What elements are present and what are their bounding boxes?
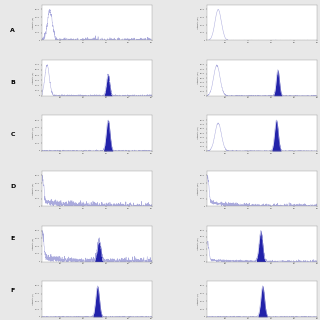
Y-axis label: Intensity (ai): Intensity (ai) [32,17,34,29]
Text: B: B [10,80,15,85]
Y-axis label: Intensity (ci): Intensity (ci) [32,127,34,139]
Y-axis label: Intensity (eii): Intensity (eii) [197,237,199,250]
Y-axis label: Intensity (fi): Intensity (fi) [32,293,34,305]
Y-axis label: Intensity (di): Intensity (di) [32,182,34,195]
Y-axis label: Intensity (bii): Intensity (bii) [197,72,199,84]
Text: D: D [10,184,15,189]
Y-axis label: Intensity (fii): Intensity (fii) [197,293,199,305]
Text: C: C [11,132,15,137]
Text: F: F [11,288,15,293]
Y-axis label: Intensity (dii): Intensity (dii) [197,182,199,195]
Y-axis label: Intensity (ei): Intensity (ei) [32,238,34,250]
Y-axis label: Intensity (bi): Intensity (bi) [32,72,34,84]
Y-axis label: Intensity (cii): Intensity (cii) [197,127,199,140]
Text: E: E [11,236,15,241]
Text: A: A [10,28,15,33]
Y-axis label: Intensity (aii): Intensity (aii) [197,16,199,29]
